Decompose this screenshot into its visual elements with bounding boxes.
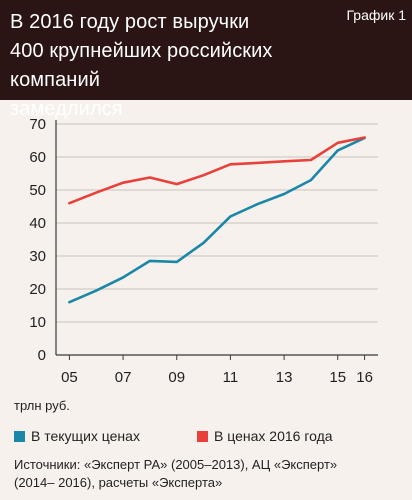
x-tick-label: 07	[115, 369, 132, 386]
series-line	[68, 136, 366, 205]
chart-legend: В текущих ценах В ценах 2016 года	[14, 427, 412, 447]
x-tick-label: 13	[276, 369, 293, 386]
legend-item-2016-prices: В ценах 2016 года	[197, 427, 333, 445]
x-tick-label: 11	[223, 369, 239, 386]
chart-title-line: 400 крупнейших российских компаний	[10, 40, 273, 91]
y-tick-label: 20	[29, 281, 46, 298]
legend-label: В ценах 2016 года	[214, 428, 333, 444]
chart-header: В 2016 году рост выручки 400 крупнейших …	[0, 0, 412, 120]
x-tick-label: 09	[168, 369, 185, 386]
x-tick-label: 15	[329, 369, 346, 386]
source-note: Источники: «Эксперт РА» (2005–2013), АЦ …	[14, 456, 404, 492]
y-tick-label: 0	[38, 347, 46, 364]
y-tick-label: 50	[29, 182, 46, 199]
source-line: Источники: «Эксперт РА» (2005–2013), АЦ …	[14, 457, 338, 472]
x-tick-label: 16	[356, 369, 373, 386]
legend-swatch	[197, 430, 208, 442]
chart-title-line: В 2016 году рост выручки	[10, 11, 250, 33]
chart-title-line: замедлился	[10, 98, 123, 120]
y-tick-label: 10	[29, 314, 46, 331]
legend-item-current-prices: В текущих ценах	[14, 427, 140, 445]
y-tick-label: 70	[29, 116, 46, 133]
legend-swatch	[14, 430, 25, 442]
chart-title: В 2016 году рост выручки 400 крупнейших …	[10, 8, 340, 124]
y-tick-label: 30	[29, 248, 46, 265]
y-tick-label: 40	[29, 215, 46, 232]
y-unit-label: трлн руб.	[14, 398, 70, 413]
legend-label: В текущих ценах	[31, 428, 140, 444]
line-chart: 0 10 20 30 40 50 60 70 05 07 09 11 13 15 16	[29, 116, 378, 386]
series-line	[68, 136, 366, 304]
x-tick-label: 05	[61, 369, 78, 386]
y-tick-label: 60	[29, 149, 46, 166]
source-line: (2014– 2016), расчеты «Эксперта»	[14, 475, 223, 490]
chart-number-badge: График 1	[346, 7, 406, 23]
